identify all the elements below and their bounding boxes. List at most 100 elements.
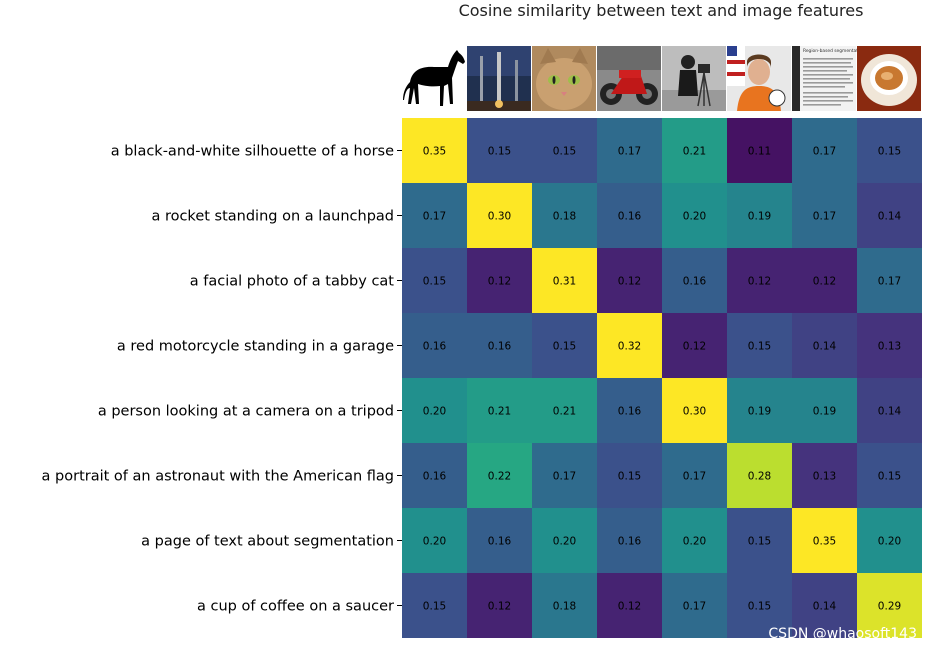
heatmap-cell bbox=[727, 248, 792, 313]
heatmap-cell bbox=[727, 443, 792, 508]
cell-value-label: 0.35 bbox=[813, 536, 836, 548]
cell-value-label: 0.15 bbox=[553, 146, 576, 158]
cell-value-label: 0.16 bbox=[618, 211, 642, 223]
cell-value-label: 0.35 bbox=[423, 146, 446, 158]
heatmap-cell bbox=[857, 118, 922, 183]
heatmap-cell bbox=[467, 508, 532, 573]
heatmap-cell bbox=[662, 118, 727, 183]
cell-value-label: 0.17 bbox=[618, 146, 641, 158]
cell-value-label: 0.15 bbox=[423, 276, 446, 288]
row-label: a page of text about segmentation bbox=[141, 534, 394, 550]
cell-value-label: 0.31 bbox=[553, 276, 576, 288]
cell-value-label: 0.12 bbox=[618, 601, 641, 613]
heatmap-cell bbox=[597, 313, 662, 378]
heatmap-cell bbox=[857, 248, 922, 313]
heatmap-cell bbox=[467, 118, 532, 183]
heatmap-cell bbox=[792, 573, 857, 638]
camera-person-thumbnail bbox=[662, 46, 726, 111]
cell-value-label: 0.20 bbox=[423, 536, 446, 548]
heatmap-cell bbox=[402, 183, 467, 248]
heatmap-cell bbox=[402, 248, 467, 313]
heatmap-cell bbox=[532, 313, 597, 378]
row-label: a black-and-white silhouette of a horse bbox=[111, 144, 394, 160]
cell-value-label: 0.20 bbox=[878, 536, 901, 548]
cell-value-label: 0.16 bbox=[618, 536, 642, 548]
cell-value-label: 0.13 bbox=[813, 471, 836, 483]
heatmap-cell bbox=[662, 573, 727, 638]
cell-value-label: 0.20 bbox=[423, 406, 446, 418]
heatmap-cell bbox=[792, 183, 857, 248]
cell-value-label: 0.12 bbox=[618, 276, 641, 288]
heatmap-cell bbox=[532, 508, 597, 573]
cell-value-label: 0.20 bbox=[683, 536, 706, 548]
watermark-text: CSDN @whaosoft143 bbox=[768, 626, 917, 642]
heatmap-cell bbox=[597, 183, 662, 248]
cell-value-label: 0.12 bbox=[488, 601, 511, 613]
heatmap-cell bbox=[467, 573, 532, 638]
cell-value-label: 0.17 bbox=[683, 601, 706, 613]
cell-value-label: 0.21 bbox=[488, 406, 511, 418]
heatmap-cell bbox=[857, 313, 922, 378]
cell-value-label: 0.18 bbox=[553, 601, 576, 613]
cell-value-label: 0.17 bbox=[813, 211, 836, 223]
heatmap-cell bbox=[662, 508, 727, 573]
row-label: a cup of coffee on a saucer bbox=[197, 599, 394, 615]
heatmap-cell bbox=[532, 183, 597, 248]
cell-value-label: 0.15 bbox=[423, 601, 446, 613]
heatmap-cell bbox=[467, 183, 532, 248]
cell-value-label: 0.15 bbox=[618, 471, 641, 483]
row-label: a facial photo of a tabby cat bbox=[190, 274, 395, 290]
cell-value-label: 0.19 bbox=[813, 406, 836, 418]
cell-value-label: 0.17 bbox=[683, 471, 706, 483]
heatmap-cell bbox=[532, 443, 597, 508]
row-label: a red motorcycle standing in a garage bbox=[117, 339, 394, 355]
cell-value-label: 0.16 bbox=[423, 471, 447, 483]
cell-value-label: 0.16 bbox=[683, 276, 707, 288]
heatmap-cell bbox=[727, 118, 792, 183]
heatmap-cell bbox=[597, 508, 662, 573]
cell-value-label: 0.15 bbox=[553, 341, 576, 353]
heatmap-cell bbox=[727, 573, 792, 638]
rocket-thumbnail bbox=[467, 46, 531, 111]
cell-value-label: 0.12 bbox=[813, 276, 836, 288]
thumbnail-caption: Region-based segmentation bbox=[803, 48, 865, 54]
horse-thumbnail bbox=[402, 46, 466, 111]
astronaut-thumbnail bbox=[727, 46, 791, 111]
cell-value-label: 0.14 bbox=[813, 341, 837, 353]
heatmap-cell bbox=[402, 508, 467, 573]
cell-value-label: 0.15 bbox=[748, 341, 771, 353]
cell-value-label: 0.20 bbox=[683, 211, 706, 223]
cell-value-label: 0.12 bbox=[748, 276, 771, 288]
heatmap-cell bbox=[597, 118, 662, 183]
cell-value-label: 0.14 bbox=[878, 406, 902, 418]
cell-value-label: 0.18 bbox=[553, 211, 576, 223]
heatmap-cell bbox=[597, 378, 662, 443]
heatmap-cell bbox=[532, 248, 597, 313]
cell-value-label: 0.14 bbox=[878, 211, 902, 223]
heatmap-cell bbox=[662, 313, 727, 378]
heatmap-cell bbox=[857, 378, 922, 443]
heatmap-cell bbox=[597, 443, 662, 508]
coffee-cup-thumbnail bbox=[857, 46, 921, 111]
heatmap-cell bbox=[792, 443, 857, 508]
cell-value-label: 0.29 bbox=[878, 601, 901, 613]
cell-value-label: 0.20 bbox=[553, 536, 576, 548]
heatmap-cell bbox=[402, 118, 467, 183]
cell-value-label: 0.15 bbox=[878, 146, 901, 158]
segmentation-page-thumbnail: Region-based segmentation bbox=[792, 46, 865, 111]
heatmap-cell bbox=[532, 573, 597, 638]
cell-value-label: 0.32 bbox=[618, 341, 641, 353]
row-label: a person looking at a camera on a tripod bbox=[98, 404, 394, 420]
cell-value-label: 0.17 bbox=[553, 471, 576, 483]
image-thumbnail-strip: Region-based segmentation bbox=[402, 46, 921, 111]
heatmap-cell bbox=[792, 248, 857, 313]
cell-value-label: 0.15 bbox=[748, 601, 771, 613]
cell-value-label: 0.15 bbox=[748, 536, 771, 548]
heatmap-cell bbox=[727, 183, 792, 248]
cell-value-label: 0.16 bbox=[618, 406, 642, 418]
cell-value-label: 0.12 bbox=[683, 341, 706, 353]
heatmap-cell bbox=[402, 573, 467, 638]
heatmap-cell bbox=[402, 313, 467, 378]
row-label: a portrait of an astronaut with the Amer… bbox=[42, 469, 394, 485]
